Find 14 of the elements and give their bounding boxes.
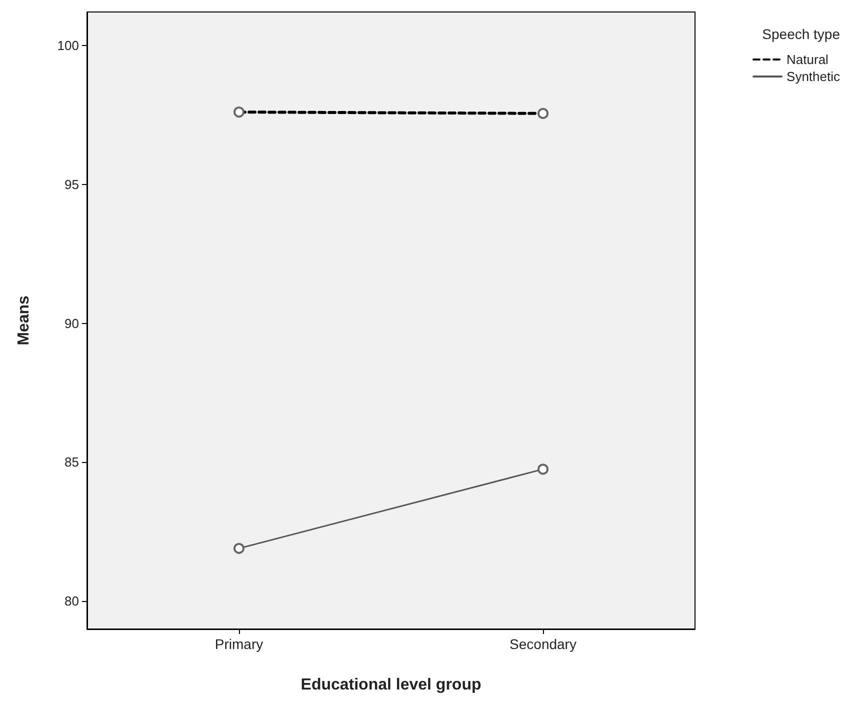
y-tick-label: 80 xyxy=(64,594,79,609)
y-axis-title: Means xyxy=(16,296,32,346)
legend-label: Natural xyxy=(786,52,829,67)
y-tick-label: 100 xyxy=(57,38,79,53)
x-tick-label: Secondary xyxy=(510,636,576,652)
y-tick-label: 90 xyxy=(64,316,79,331)
x-axis-title: Educational level group xyxy=(300,676,482,694)
y-tick-label: 95 xyxy=(64,176,79,192)
legend-label: Synthetic xyxy=(786,69,840,84)
point xyxy=(234,542,244,554)
legend-title: Speech type xyxy=(762,26,840,42)
x-tick-label: Primary xyxy=(214,636,264,652)
y-tick-label: 85 xyxy=(64,454,79,470)
point xyxy=(538,464,548,475)
